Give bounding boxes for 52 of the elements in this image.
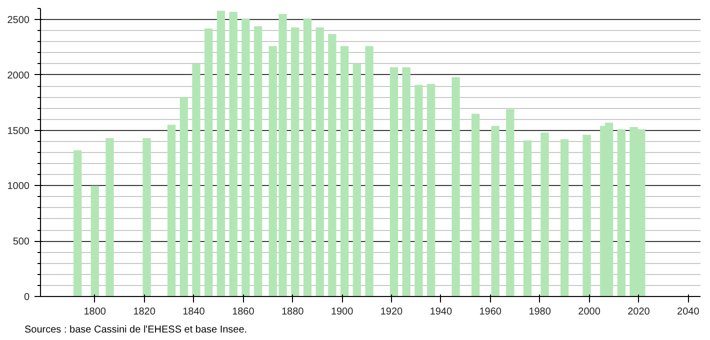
bar [426,84,436,296]
bar [523,140,532,296]
bar [229,12,238,296]
source-note: Sources : base Cassini de l'EHESS et base Insee. [24,324,248,336]
bar [291,27,300,296]
bar [414,84,423,296]
x-tick-label: 1880 [282,306,304,318]
bar [452,77,460,296]
bar [242,18,250,296]
bar [390,67,398,296]
bar [491,126,500,296]
y-tick-label: 2500 [7,15,30,26]
y-tick-label: 2000 [7,70,30,82]
bar [328,34,336,296]
bar [506,109,514,296]
x-tick-label: 2000 [578,306,601,318]
y-tick-label: 500 [12,236,30,248]
x-tick-label: 2040 [677,306,700,318]
bar [106,138,114,296]
bar [74,150,82,296]
y-tick-label: 0 [24,292,30,303]
bar [540,132,549,296]
x-tick-label: 1860 [232,306,255,318]
bar [402,67,410,296]
bar [340,46,349,296]
bar [582,134,591,296]
bar [180,97,188,296]
bar [303,18,312,296]
y-tick-label: 1000 [7,181,30,192]
x-tick-label: 1940 [430,306,453,318]
bar [254,26,262,296]
bar [204,28,213,296]
bar [142,138,151,296]
bar [352,64,361,296]
x-tick-label: 1980 [528,306,552,318]
x-tick-label: 2020 [628,306,650,318]
x-tick-label: 1960 [479,306,502,318]
x-tick-label: 1820 [133,306,156,318]
bar [167,124,176,296]
bar [316,27,324,296]
bar [617,129,626,296]
bar [471,114,480,296]
y-tick-label: 1500 [7,126,30,137]
x-tick-label: 1840 [182,306,206,318]
bar [560,139,569,296]
x-tick-label: 1800 [84,306,106,318]
bar [365,46,374,296]
bar [90,186,99,296]
bar [192,64,200,296]
x-tick-label: 1900 [330,306,354,318]
bar [216,10,226,296]
x-tick-label: 1920 [380,306,404,318]
